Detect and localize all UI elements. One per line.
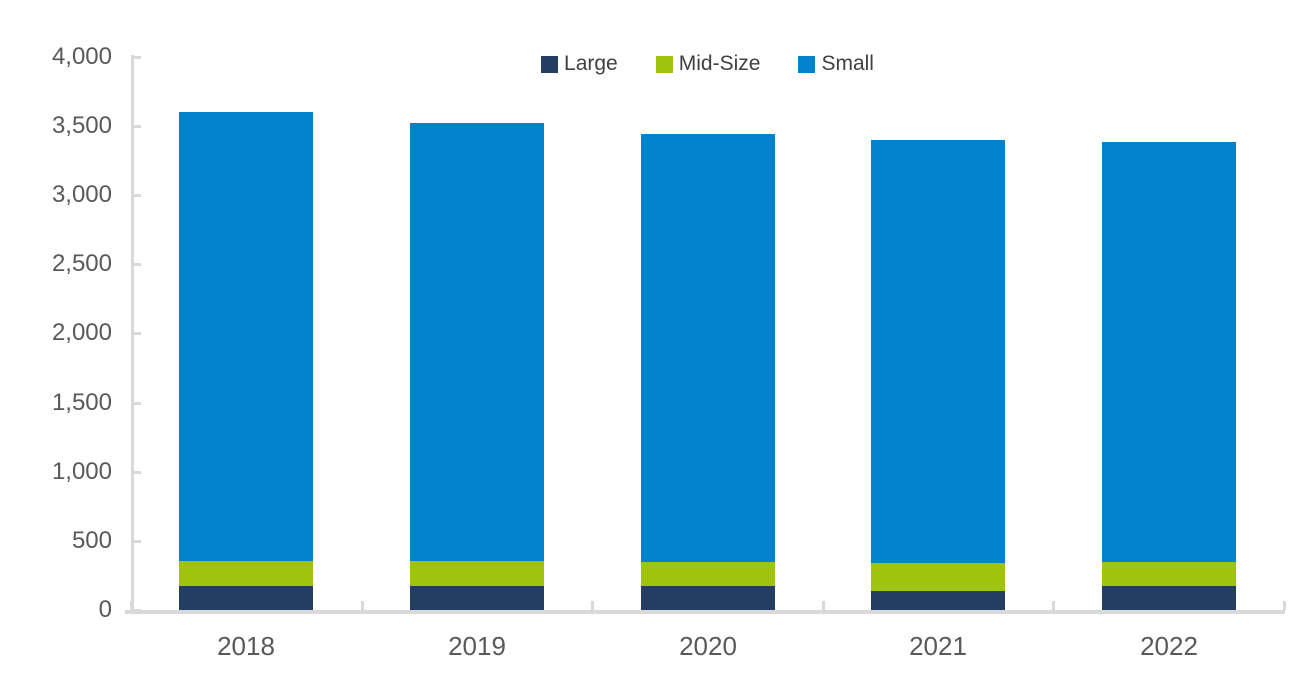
- y-axis-label-2000: 2,000: [51, 319, 112, 346]
- y-axis-label-1000: 1,000: [51, 458, 112, 485]
- y-tick-500: [131, 540, 141, 543]
- legend-label-large: Large: [564, 52, 618, 75]
- bar-2020-large: [641, 586, 775, 610]
- legend-item-small: Small: [798, 50, 874, 78]
- bar-2019-mid-size: [410, 561, 544, 586]
- y-axis-label-3500: 3,500: [51, 112, 112, 139]
- x-axis-label-2019: 2019: [448, 631, 506, 661]
- legend-label-mid-size: Mid-Size: [678, 52, 761, 75]
- bar-2021-small: [871, 140, 1005, 563]
- y-axis-label-1500: 1,500: [51, 389, 112, 416]
- bar-2022-small: [1102, 142, 1236, 562]
- y-tick-2500: [131, 263, 141, 266]
- y-tick-3500: [131, 125, 141, 128]
- y-axis-label-4000: 4,000: [51, 43, 112, 70]
- legend-item-large: Large: [541, 50, 618, 78]
- y-axis-label-3000: 3,000: [51, 181, 112, 208]
- bar-2022-mid-size: [1102, 562, 1236, 586]
- x-axis-label-2018: 2018: [217, 631, 275, 661]
- y-axis-label-2500: 2,500: [51, 250, 112, 277]
- x-axis-line: [125, 610, 1285, 614]
- bar-2021-large: [871, 591, 1005, 610]
- legend-swatch-large: [541, 55, 559, 73]
- bar-2018-small: [179, 112, 313, 561]
- x-axis-label-2020: 2020: [679, 631, 737, 661]
- chart-legend: Large Mid-Size Small: [131, 50, 1284, 78]
- bar-2018-large: [179, 586, 313, 610]
- legend-item-mid-size: Mid-Size: [655, 50, 761, 78]
- legend-label-small: Small: [821, 52, 874, 75]
- x-tick-2: [591, 601, 594, 610]
- bar-2019-small: [410, 123, 544, 561]
- bar-2020-mid-size: [641, 562, 775, 586]
- y-axis-label-0: 0: [98, 596, 112, 623]
- bar-2022-large: [1102, 586, 1236, 610]
- bar-2018-mid-size: [179, 561, 313, 586]
- x-tick-1: [361, 601, 364, 610]
- bar-2021-mid-size: [871, 563, 1005, 591]
- x-axis-label-2022: 2022: [1140, 631, 1198, 661]
- bar-2020-small: [641, 134, 775, 562]
- x-tick-0: [130, 601, 133, 610]
- y-axis-label-500: 500: [71, 527, 112, 554]
- x-tick-3: [822, 601, 825, 610]
- y-tick-1500: [131, 402, 141, 405]
- x-tick-5: [1283, 601, 1286, 610]
- x-axis-label-2021: 2021: [909, 631, 967, 661]
- legend-swatch-mid-size: [655, 55, 673, 73]
- legend-swatch-small: [798, 55, 816, 73]
- y-tick-3000: [131, 194, 141, 197]
- x-tick-4: [1052, 601, 1055, 610]
- y-tick-4000: [131, 56, 141, 59]
- y-tick-1000: [131, 471, 141, 474]
- y-tick-0: [131, 609, 141, 612]
- bar-2019-large: [410, 586, 544, 610]
- y-tick-2000: [131, 332, 141, 335]
